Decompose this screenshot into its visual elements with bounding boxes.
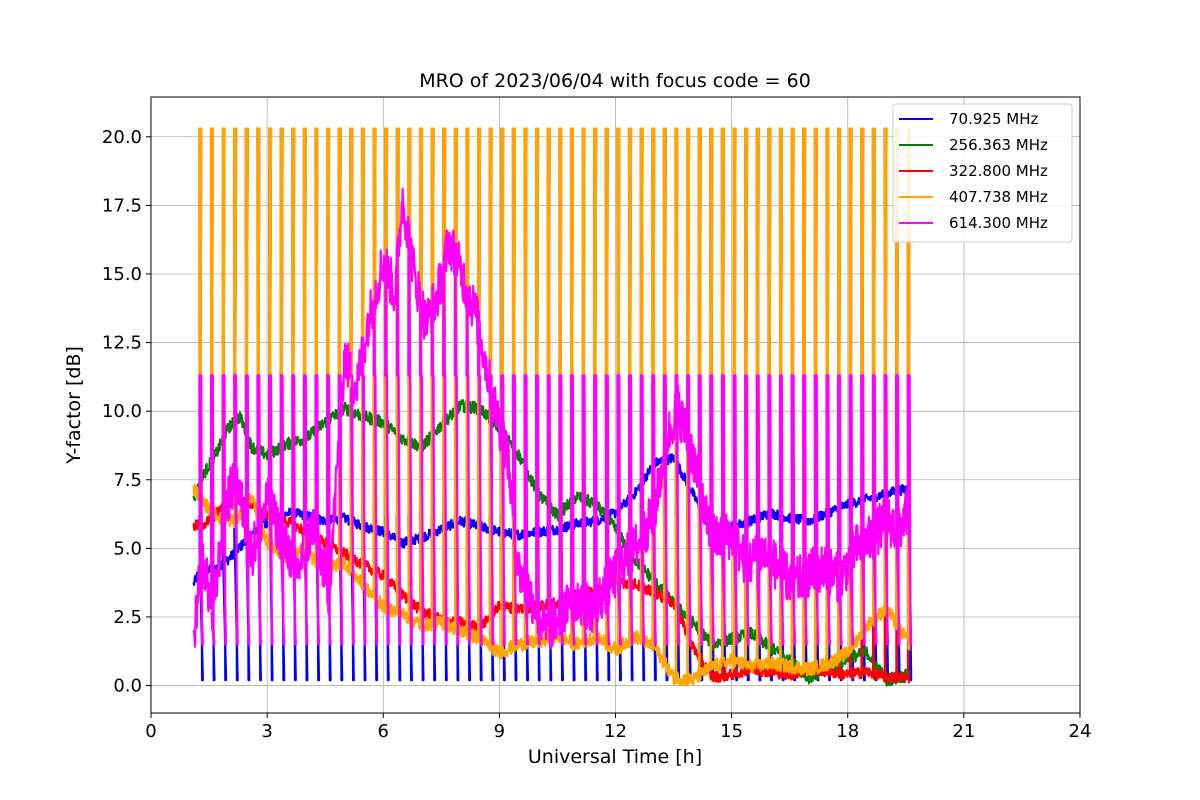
legend-entry-label: 614.300 MHz [949,214,1048,232]
y-tick-label: 17.5 [102,195,142,216]
series-line [192,399,911,687]
y-axis-label: Y-factor [dB] [63,346,85,465]
y-tick-label: 10.0 [102,401,142,422]
y-tick-label: 2.5 [113,607,142,628]
chart-title: MRO of 2023/06/04 with focus code = 60 [419,70,811,92]
y-tick-label: 5.0 [113,538,142,559]
y-tick-label: 20.0 [102,127,142,148]
x-tick-label: 12 [604,721,627,742]
y-tick-label: 12.5 [102,333,142,354]
x-axis-label: Universal Time [h] [528,746,702,768]
x-tick-label: 0 [145,721,156,742]
legend: 70.925 MHz 256.363 MHz 322.800 MHz 407.738 … [892,103,1073,243]
x-tick-label: 18 [836,721,859,742]
legend-entry-label: 70.925 MHz [949,110,1038,128]
axis-ticks: 0 3 6 9 12 15 18 21 24 0.0 2.5 5.0 7.5 10.0 12.5 15.0 17… [102,127,1092,742]
legend-entry-label: 407.738 MHz [949,188,1048,206]
x-tick-label: 24 [1069,721,1092,742]
series-layer [192,127,913,687]
series-line [192,187,913,650]
x-tick-label: 9 [494,721,505,742]
x-tick-label: 3 [261,721,272,742]
x-tick-label: 21 [952,721,975,742]
y-tick-label: 7.5 [113,470,142,491]
legend-box [892,103,1073,243]
legend-entry-label: 256.363 MHz [949,136,1048,154]
y-tick-label: 0.0 [113,676,142,697]
y-tick-label: 15.0 [102,264,142,285]
x-tick-label: 6 [378,721,389,742]
legend-entry-label: 322.800 MHz [949,162,1048,180]
x-tick-label: 15 [720,721,743,742]
